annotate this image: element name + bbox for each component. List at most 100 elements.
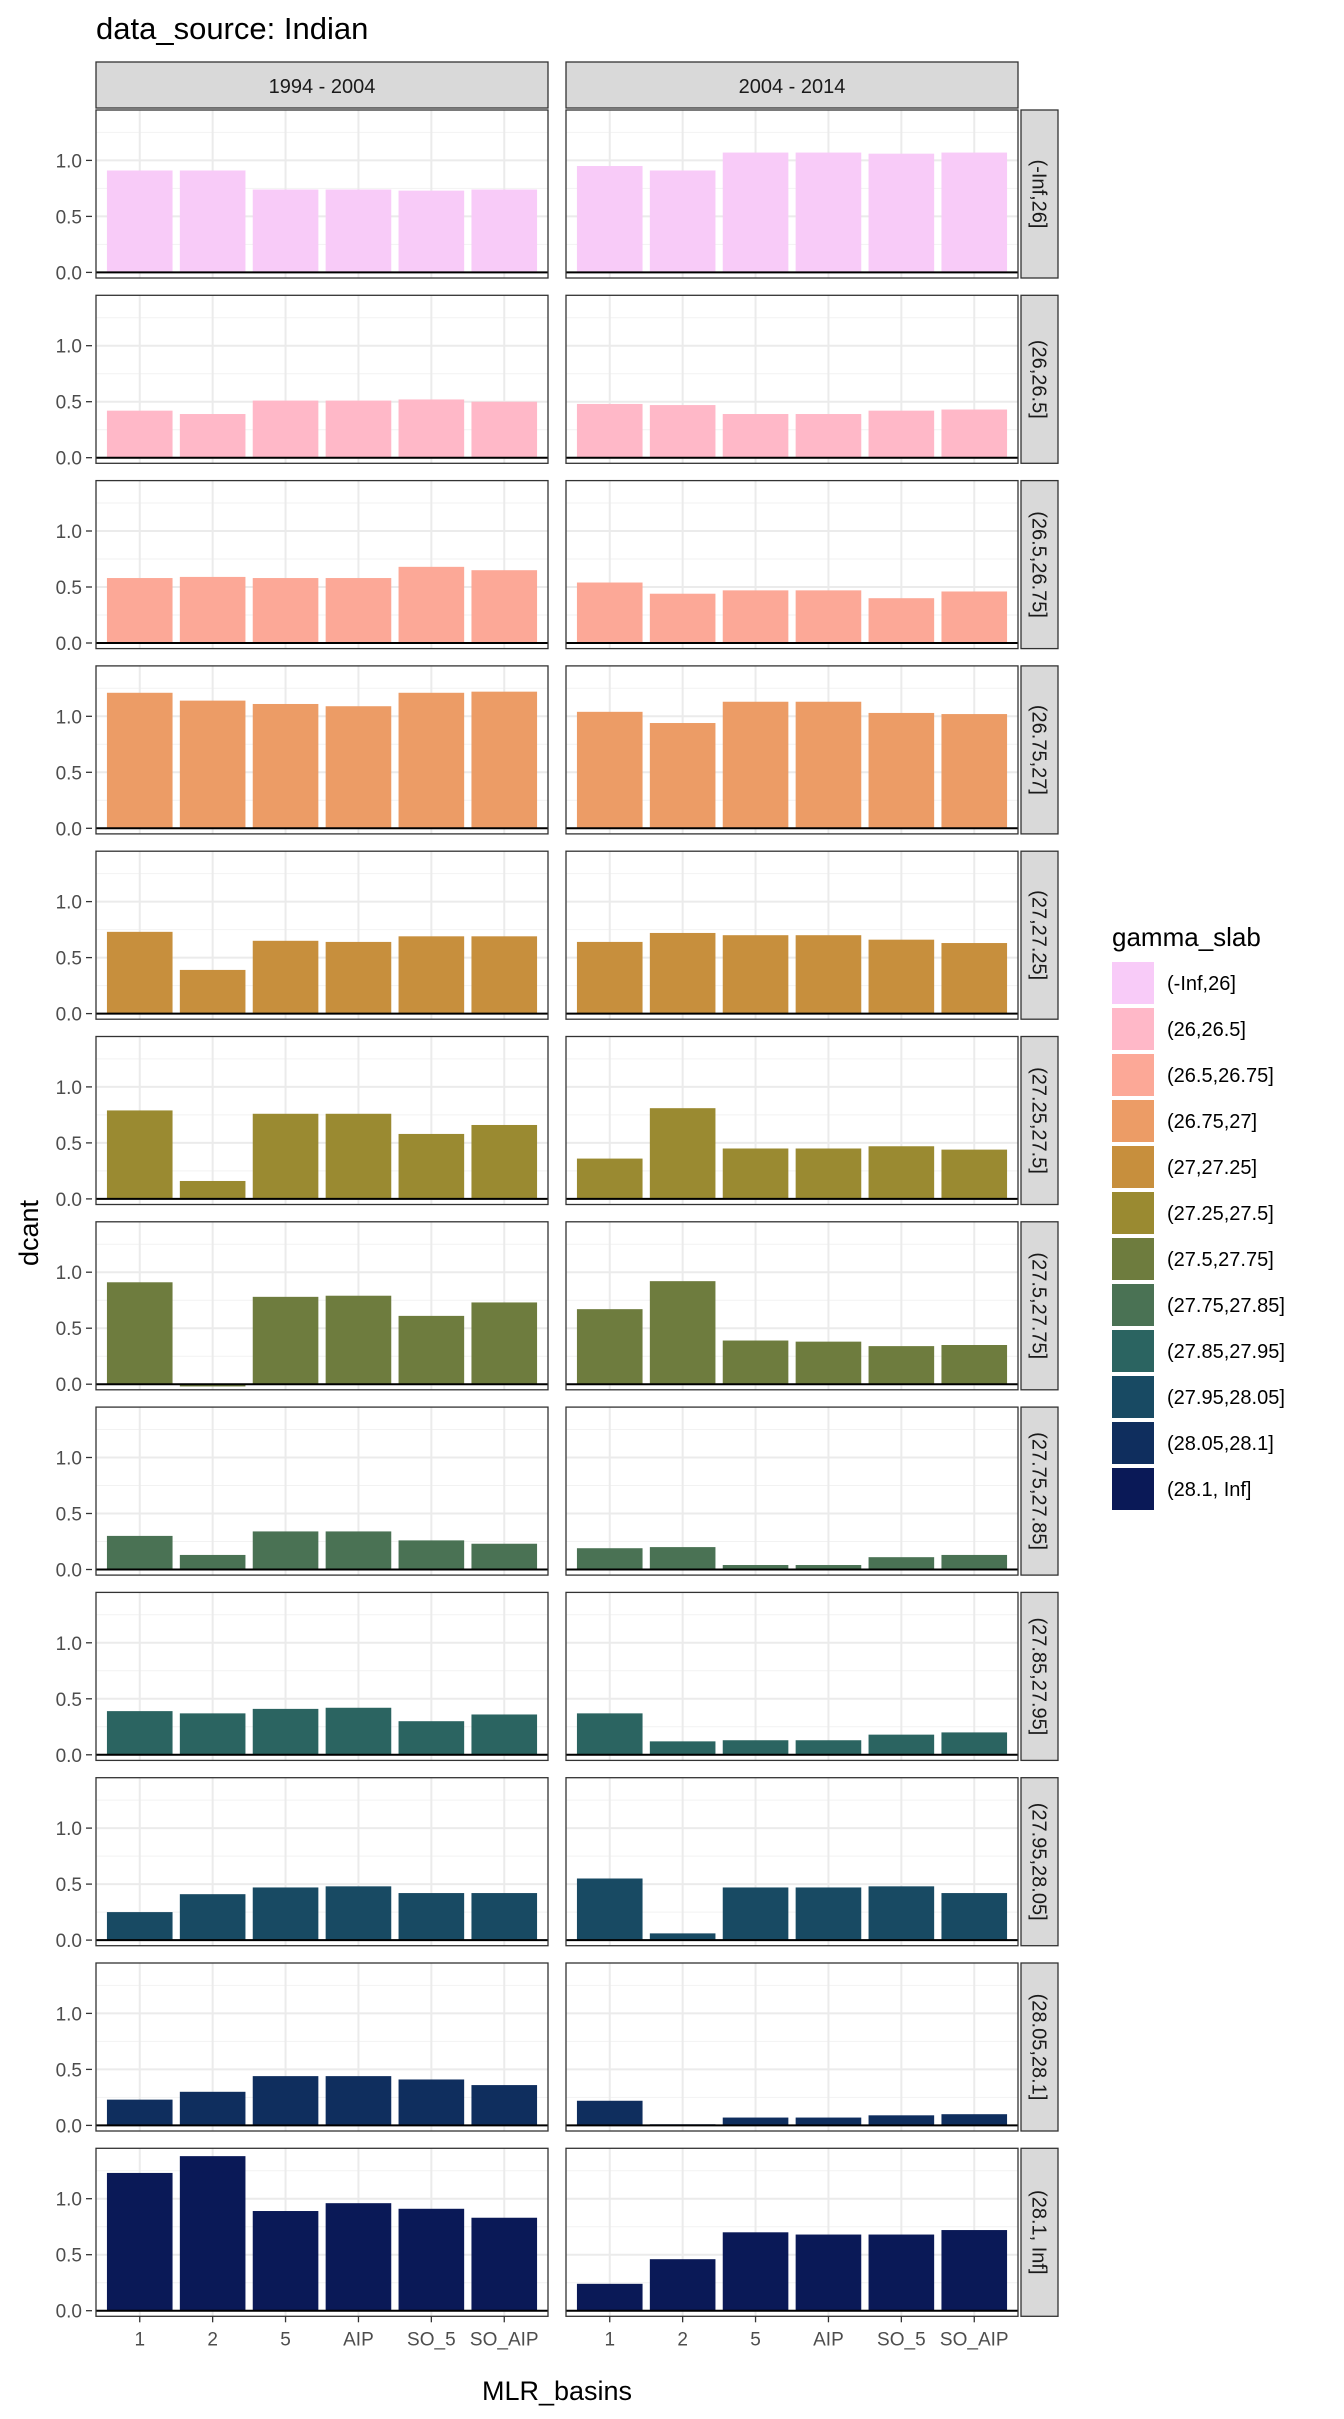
x-tick-label: AIP (343, 2329, 374, 2350)
bar (398, 1721, 465, 1755)
bar (795, 1565, 862, 1570)
legend-swatch (1112, 1284, 1154, 1326)
bar (941, 943, 1008, 1014)
panel-border (565, 2147, 1019, 2317)
panel-border (95, 1962, 549, 2132)
row-strip-7 (1020, 1406, 1059, 1576)
bar (868, 939, 935, 1014)
legend-swatch (1112, 1146, 1154, 1188)
bar (179, 2091, 246, 2126)
bar (722, 1887, 789, 1941)
y-tick-label: 0.0 (56, 2116, 82, 2137)
legend-title: gamma_slab (1112, 922, 1261, 952)
bar (649, 2259, 716, 2311)
bar (325, 1707, 392, 1755)
bar (471, 1893, 538, 1941)
bar (252, 2211, 319, 2311)
bar (252, 1887, 319, 1941)
bar (471, 2085, 538, 2126)
y-tick-label: 0.0 (56, 2302, 82, 2323)
bar (471, 936, 538, 1014)
bar (795, 2117, 862, 2126)
x-tick-label: 2 (677, 2329, 688, 2350)
legend-label: (26.5,26.75] (1167, 1065, 1274, 1087)
bar (722, 935, 789, 1014)
legend-swatch (1112, 1376, 1154, 1418)
y-tick-label: 1.0 (56, 1449, 82, 1470)
legend-label: (-Inf,26] (1167, 973, 1236, 995)
bar (325, 2076, 392, 2126)
row-strip-3 (1020, 665, 1059, 835)
bar (868, 598, 935, 643)
bar (941, 2114, 1008, 2126)
y-tick-label: 0.5 (56, 207, 82, 228)
bar (106, 1535, 173, 1570)
legend-swatch (1112, 1422, 1154, 1464)
legend-swatch (1112, 1238, 1154, 1280)
panel-border (565, 1221, 1019, 1391)
bar (106, 578, 173, 643)
y-tick-label: 0.0 (56, 1005, 82, 1026)
bar (179, 1384, 246, 1387)
legend-swatch (1112, 1192, 1154, 1234)
bar (868, 1346, 935, 1385)
bar (325, 578, 392, 643)
bar (471, 2217, 538, 2311)
bar (471, 1543, 538, 1570)
bar (398, 1540, 465, 1570)
bar (868, 2234, 935, 2311)
legend-label: (27.85,27.95] (1167, 1341, 1285, 1363)
y-tick-label: 0.0 (56, 1931, 82, 1952)
row-strip-1 (1020, 294, 1059, 464)
bar (722, 414, 789, 458)
bar (471, 1302, 538, 1385)
bar (722, 1340, 789, 1385)
bar (576, 1158, 643, 1199)
bar (868, 410, 935, 458)
y-tick-label: 0.5 (56, 578, 82, 599)
y-tick-label: 1.0 (56, 2190, 82, 2211)
bar (649, 1547, 716, 1570)
bar (649, 1933, 716, 1941)
bar (325, 941, 392, 1014)
y-tick-label: 0.0 (56, 1190, 82, 1211)
bar (252, 2076, 319, 2126)
bar (868, 1557, 935, 1570)
bar (795, 590, 862, 643)
panel-border (95, 665, 549, 835)
bar (398, 1893, 465, 1941)
bar (325, 1113, 392, 1199)
bar (325, 1531, 392, 1570)
bar (649, 170, 716, 273)
row-strip-0 (1020, 109, 1059, 279)
facet-panels: 1994 - 2004 2004 - 2014 (-Inf,26] 0.0 0.5 1.0… (56, 61, 1059, 2350)
y-tick-label: 0.5 (56, 2246, 82, 2267)
bar (252, 1296, 319, 1385)
bar (722, 1740, 789, 1755)
y-tick-label: 1.0 (56, 151, 82, 172)
bar (398, 399, 465, 458)
bar (795, 1341, 862, 1385)
x-tick-label: 5 (750, 2329, 761, 2350)
bar (649, 1741, 716, 1755)
column-strip-0 (95, 61, 549, 109)
bar (252, 1113, 319, 1199)
bar (722, 701, 789, 829)
panel-border (95, 2147, 549, 2317)
bar (106, 1110, 173, 1199)
legend-swatch (1112, 962, 1154, 1004)
y-tick-label: 0.0 (56, 819, 82, 840)
bar (722, 590, 789, 643)
bar (179, 1713, 246, 1755)
bar (106, 1711, 173, 1755)
bar (398, 566, 465, 643)
y-axis-label: dcant (14, 1199, 44, 1266)
row-strip-label: (26.5,26.75] (1028, 511, 1050, 618)
y-tick-label: 0.0 (56, 1375, 82, 1396)
row-strip-6 (1020, 1221, 1059, 1391)
bar (649, 405, 716, 458)
x-tick-label: AIP (813, 2329, 844, 2350)
legend-swatch (1112, 1054, 1154, 1096)
bar (868, 153, 935, 273)
y-tick-label: 1.0 (56, 1634, 82, 1655)
